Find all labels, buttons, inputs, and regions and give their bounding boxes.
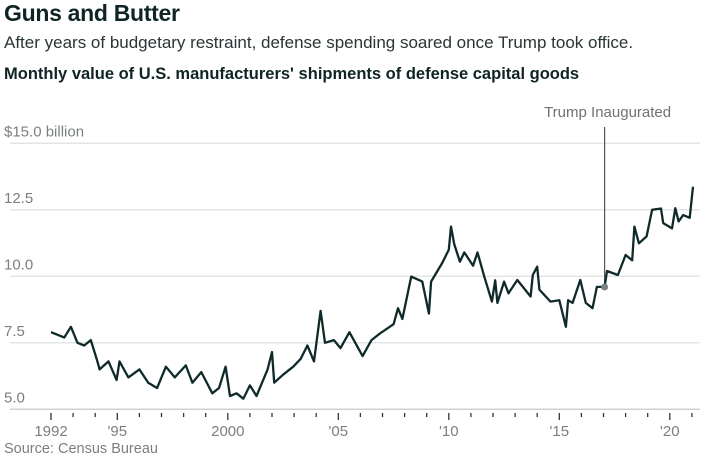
x-tick-label: 1992 [34,423,67,440]
x-tick-label: '10 [439,423,459,440]
x-tick-label: '15 [550,423,570,440]
annotation-dot [601,283,609,291]
x-tick-label: 2000 [211,423,244,440]
x-tick-label: '95 [108,423,128,440]
data-line [50,186,695,400]
x-tick-label: '05 [329,423,349,440]
y-tick-label: $15.0 billion [4,123,84,140]
y-tick-label: 10.0 [4,256,33,273]
x-tick-label: '20 [660,423,680,440]
y-tick-label: 12.5 [4,190,33,207]
chart-title: Guns and Butter [4,0,180,26]
annotation-label: Trump Inaugurated [544,104,671,121]
chart-subtitle: After years of budgetary restraint, defe… [4,33,634,52]
source-note: Source: Census Bureau [4,441,158,457]
y-tick-label: 5.0 [4,389,25,406]
chart-heading: Monthly value of U.S. manufacturers' shi… [4,65,580,83]
y-tick-label: 7.5 [4,323,25,340]
